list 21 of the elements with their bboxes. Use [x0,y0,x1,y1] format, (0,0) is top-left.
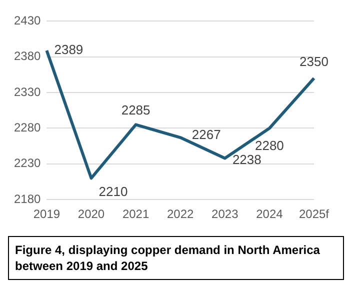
x-tick-label: 2019 [33,207,60,222]
caption: Figure 4, displaying copper demand in North America between 2019 and 2025 [8,236,344,280]
x-tick-label: 2025f [298,207,330,222]
x-tick-label: 2020 [78,207,105,222]
data-label: 2280 [254,138,284,153]
y-tick-label: 2280 [14,120,42,135]
data-label: 2238 [232,152,262,167]
data-label: 2389 [54,42,84,58]
y-tick-label: 2380 [14,49,42,64]
x-tick-label: 2021 [122,207,150,222]
y-tick-label: 2330 [14,84,42,99]
data-label: 2350 [300,54,328,69]
y-tick-label: 2180 [14,192,42,206]
x-tick-label: 2024 [256,207,284,222]
data-label: 2210 [98,184,128,199]
data-label: 2285 [121,102,150,118]
x-tick-label: 2022 [166,207,194,222]
x-tick-label: 2023 [212,207,239,222]
data-label: 2267 [192,127,221,142]
y-tick-label: 2430 [14,14,42,28]
y-tick-label: 2230 [14,156,42,170]
